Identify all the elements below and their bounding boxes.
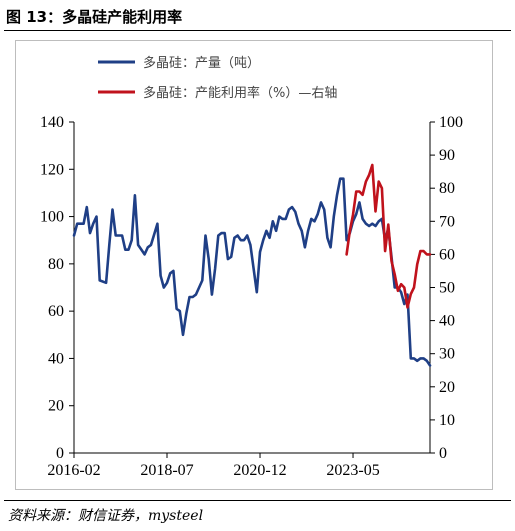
left-tick-label: 20 [48, 398, 64, 415]
chart-frame [15, 40, 493, 490]
right-tick-label: 0 [439, 445, 447, 462]
source-note: 资料来源：财信证券，mysteel [8, 508, 204, 524]
x-tick-label: 2018-07 [140, 462, 193, 479]
legend-item: 多晶硅：产能利用率（%）—右轴 [98, 85, 337, 101]
left-tick-label: 140 [40, 114, 64, 131]
right-tick-label: 20 [439, 379, 455, 396]
right-tick-label: 60 [439, 246, 455, 263]
production-series-line [72, 177, 432, 367]
legend-label: 多晶硅：产能利用率（%）—右轴 [143, 85, 337, 101]
legend-label: 多晶硅：产量（吨） [143, 55, 260, 71]
x-tick-label: 2023-05 [326, 462, 379, 479]
right-tick-label: 70 [439, 213, 455, 230]
x-tick-label: 2020-12 [233, 462, 286, 479]
left-tick-label: 100 [40, 209, 64, 226]
left-tick-label: 120 [40, 161, 64, 178]
right-tick-label: 40 [439, 313, 455, 330]
right-tick-label: 30 [439, 346, 455, 363]
right-tick-label: 100 [439, 114, 463, 131]
left-tick-label: 60 [48, 303, 64, 320]
left-tick-label: 40 [48, 350, 64, 367]
legend-item: 多晶硅：产量（吨） [98, 55, 260, 71]
left-tick-label: 80 [48, 256, 64, 273]
source-rule [4, 500, 511, 501]
right-tick-label: 50 [439, 280, 455, 297]
left-tick-label: 0 [56, 445, 64, 462]
x-tick-label: 2016-02 [47, 462, 100, 479]
right-tick-label: 80 [439, 180, 455, 197]
figure-title: 图 13：多晶硅产能利用率 [6, 8, 183, 26]
right-tick-label: 10 [439, 412, 455, 429]
utilization-series-line [345, 163, 432, 309]
right-tick-label: 90 [439, 147, 455, 164]
title-rule [4, 30, 511, 31]
